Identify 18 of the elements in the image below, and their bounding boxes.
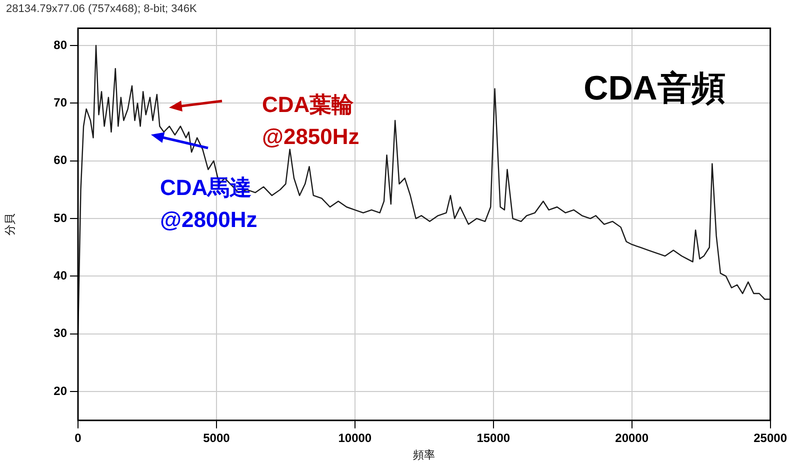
text: CDA音頻 (584, 70, 726, 108)
x-axis-title: 頻率 (413, 448, 436, 462)
text: 28134.79x77.06 (757x468); 8-bit; 346K (6, 3, 197, 15)
y-tick-label: 30 (54, 326, 68, 340)
y-tick-label: 60 (54, 153, 68, 168)
x-tick-label: 25000 (754, 430, 788, 445)
x-tick-label: 10000 (338, 430, 372, 445)
x-tick-label: 5000 (203, 430, 230, 445)
x-tick-label: 15000 (476, 430, 510, 445)
y-axis-title: 分貝 (4, 213, 17, 236)
y-tick-label: 70 (54, 95, 68, 110)
x-tick-label: 20000 (615, 430, 649, 445)
y-tick-label: 40 (54, 268, 68, 283)
y-tick-label: 50 (54, 210, 68, 225)
x-tick-label: 0 (74, 430, 82, 445)
annotation: CDA葉輪 @2850Hz (262, 92, 360, 150)
y-tick-label: 80 (54, 38, 68, 52)
y-tick-label: 20 (54, 384, 68, 398)
